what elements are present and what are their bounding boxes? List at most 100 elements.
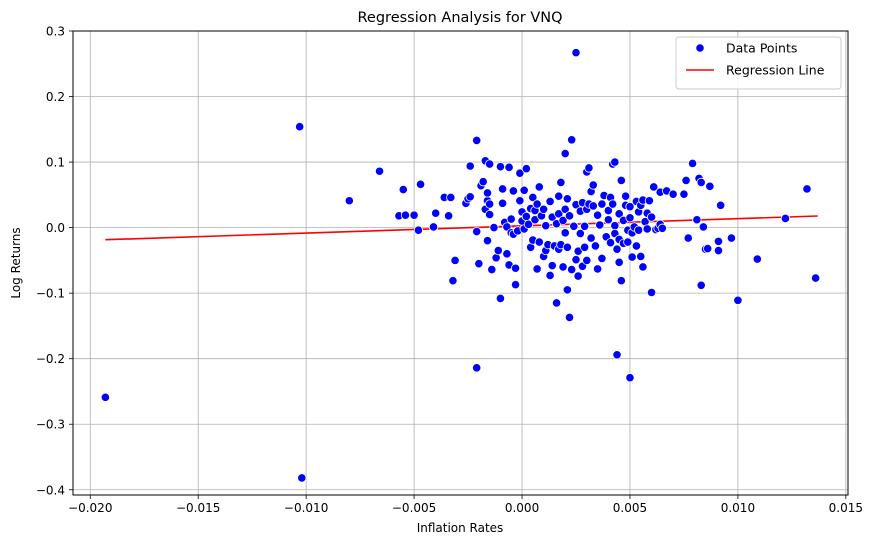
data-point	[472, 226, 482, 237]
data-point	[482, 188, 493, 198]
data-point	[510, 263, 521, 273]
data-point	[588, 201, 598, 211]
x-tick-label: −0.005	[392, 501, 436, 515]
data-point	[508, 186, 518, 196]
data-point	[556, 177, 566, 187]
data-point	[610, 221, 620, 231]
data-point	[562, 194, 572, 204]
data-point	[623, 237, 633, 247]
data-point	[534, 182, 544, 192]
data-point	[444, 211, 454, 221]
data-point	[523, 219, 534, 229]
data-point	[627, 252, 637, 262]
data-point	[603, 215, 613, 225]
data-point	[592, 264, 603, 274]
data-point	[586, 233, 596, 243]
data-point	[428, 222, 439, 232]
data-point	[415, 179, 426, 189]
data-point	[636, 251, 646, 262]
data-point	[683, 233, 693, 243]
y-tick-label: −0.3	[36, 418, 65, 432]
data-point	[646, 212, 657, 222]
data-point	[573, 271, 583, 281]
data-point	[558, 262, 568, 272]
data-point	[521, 211, 531, 222]
data-point	[687, 158, 698, 168]
data-point	[625, 373, 635, 383]
data-point	[571, 255, 581, 265]
data-point	[532, 199, 542, 209]
data-point	[564, 312, 575, 322]
legend: Data Points Regression Line	[675, 36, 842, 90]
data-point	[551, 298, 562, 308]
data-point	[642, 224, 652, 234]
data-point	[100, 392, 110, 402]
data-point	[605, 238, 616, 248]
data-point	[400, 210, 411, 220]
data-point	[472, 363, 482, 373]
data-point	[713, 236, 724, 246]
data-point	[644, 196, 654, 206]
data-point	[780, 213, 790, 224]
data-point	[482, 236, 493, 246]
data-point	[528, 192, 538, 203]
chart-title: Regression Analysis for VNQ	[358, 10, 563, 26]
data-point	[631, 241, 642, 251]
data-point	[614, 209, 624, 219]
data-point	[567, 135, 577, 145]
data-point	[560, 204, 570, 214]
data-point	[595, 220, 605, 230]
data-point	[448, 276, 458, 286]
data-point	[668, 189, 678, 199]
x-tick-label: 0.000	[505, 501, 539, 515]
data-point	[571, 48, 581, 58]
x-axis: −0.020 −0.015 −0.010 −0.005 0.000 0.005 0.010 0…	[68, 495, 863, 515]
data-point	[608, 199, 618, 209]
data-point	[465, 192, 475, 202]
data-point	[560, 148, 570, 159]
y-axis-label: Log Returns	[9, 227, 23, 298]
y-tick-label: 0.2	[46, 90, 65, 104]
data-point	[497, 198, 508, 208]
data-point	[545, 196, 555, 206]
data-point	[726, 233, 737, 243]
data-point	[614, 257, 624, 267]
x-tick-label: 0.015	[829, 501, 863, 515]
data-point	[592, 210, 603, 220]
data-point	[649, 182, 659, 192]
data-point	[612, 350, 622, 360]
data-point	[398, 184, 408, 195]
data-point	[713, 245, 724, 256]
data-point	[495, 162, 506, 172]
data-point	[474, 259, 484, 269]
data-point	[547, 261, 557, 271]
data-point	[295, 122, 305, 132]
legend-label-regression-line: Regression Line	[726, 63, 825, 78]
data-point	[802, 184, 812, 194]
data-point	[485, 199, 495, 209]
data-point	[554, 191, 564, 201]
data-point	[465, 161, 475, 171]
data-point	[625, 202, 635, 212]
data-point	[698, 222, 708, 232]
data-point	[603, 205, 613, 216]
data-point	[485, 209, 495, 220]
data-point	[489, 223, 499, 233]
legend-box	[675, 36, 842, 90]
legend-marker-icon	[695, 43, 705, 53]
data-point	[562, 242, 572, 252]
data-point	[597, 253, 607, 264]
data-point	[580, 242, 590, 252]
data-point	[582, 255, 592, 265]
grid	[73, 30, 848, 495]
data-point	[752, 254, 762, 264]
data-point	[472, 135, 482, 146]
data-point	[450, 255, 460, 265]
data-point	[638, 262, 648, 272]
data-point	[679, 189, 689, 199]
data-point	[703, 243, 713, 254]
data-point	[610, 157, 620, 167]
data-point	[541, 221, 551, 231]
y-tick-label: 0.1	[46, 156, 65, 170]
data-point	[374, 166, 385, 176]
